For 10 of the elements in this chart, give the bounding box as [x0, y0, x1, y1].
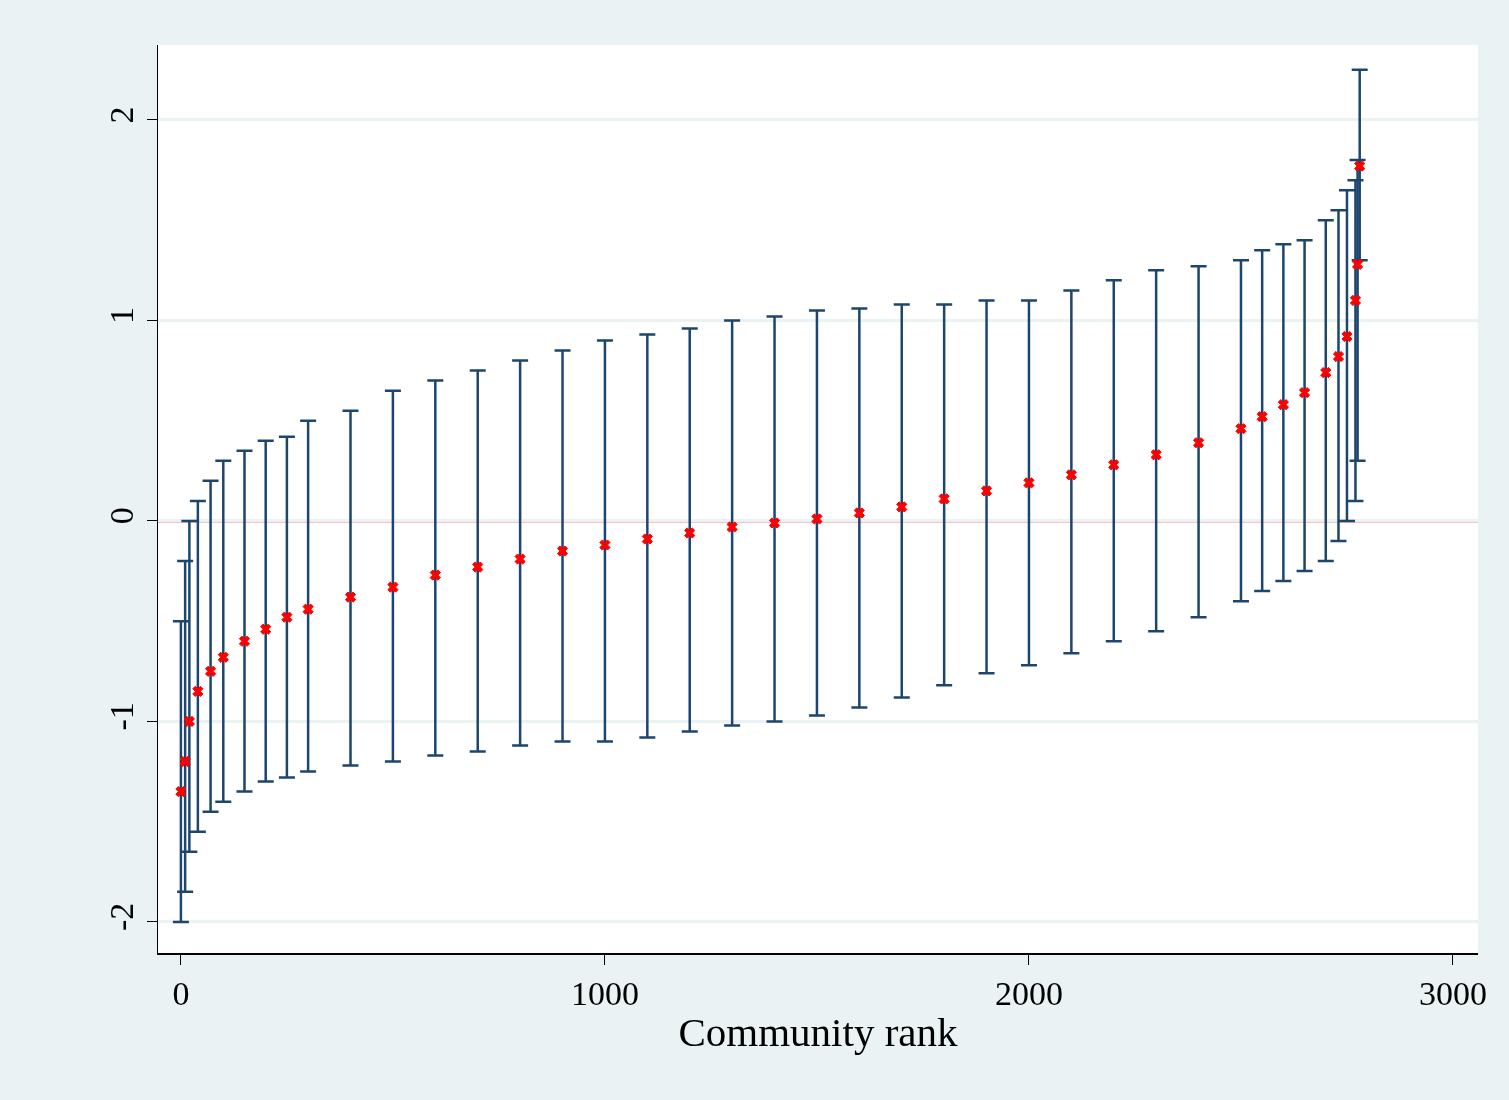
y-tick-label: 1	[102, 306, 140, 324]
x-axis-title: Community rank	[678, 1009, 958, 1056]
y-tick-label: -2	[102, 902, 140, 931]
x-tick-label: 1000	[570, 975, 639, 1013]
y-tick-label: -1	[102, 702, 140, 731]
x-tick-label: 0	[172, 975, 190, 1013]
x-tick-label: 2000	[994, 975, 1063, 1013]
x-tick-label: 3000	[1418, 975, 1487, 1013]
y-tick-label: 2	[102, 106, 140, 124]
y-tick-label: 0	[102, 507, 140, 525]
